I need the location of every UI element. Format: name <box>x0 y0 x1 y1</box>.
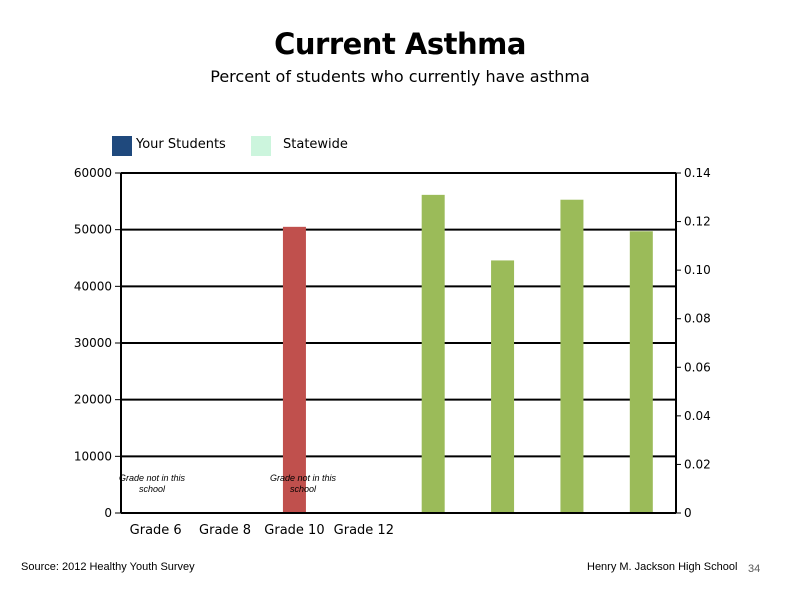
chart-subtitle: Percent of students who currently have a… <box>210 67 590 86</box>
bar-0 <box>282 226 306 514</box>
grade-10-note: Grade not in this school <box>269 473 337 494</box>
legend-label-statewide: Statewide <box>283 137 348 152</box>
chart-title: Current Asthma <box>274 27 526 61</box>
legend-label-your-students: Your Students <box>136 137 226 152</box>
y-left-tick-label-5: 50000 <box>74 223 112 237</box>
y-right-tick-label-6: 0.12 <box>684 215 711 229</box>
y-right-tick-label-2: 0.04 <box>684 409 711 423</box>
y-left-tick-label-0: 0 <box>104 506 112 520</box>
bar-4 <box>629 231 653 514</box>
x-tick-label-3: Grade 12 <box>334 523 394 538</box>
legend-swatch-your-students <box>112 136 132 156</box>
source-footnote: Source: 2012 Healthy Youth Survey <box>21 561 195 573</box>
y-left-tick-label-3: 30000 <box>74 336 112 350</box>
school-name: Henry M. Jackson High School <box>587 561 738 573</box>
y-left-tick-label-4: 40000 <box>74 279 112 293</box>
y-left-tick-label-1: 10000 <box>74 449 112 463</box>
y-right-tick-label-0: 0 <box>684 506 692 520</box>
y-right-tick-label-5: 0.10 <box>684 263 711 277</box>
y-right-tick-label-7: 0.14 <box>684 166 711 180</box>
x-tick-label-2: Grade 10 <box>264 523 324 538</box>
bar-1 <box>421 194 445 513</box>
page-number: 34 <box>748 563 761 575</box>
x-tick-label-1: Grade 8 <box>199 523 251 538</box>
x-tick-label-0: Grade 6 <box>130 523 182 538</box>
y-right-tick-label-3: 0.06 <box>684 360 711 374</box>
y-right-tick-label-1: 0.02 <box>684 457 711 471</box>
y-left-tick-label-2: 20000 <box>74 393 112 407</box>
bar-2 <box>491 260 515 513</box>
bar-3 <box>560 199 584 513</box>
y-right-tick-label-4: 0.08 <box>684 312 711 326</box>
y-left-tick-label-6: 60000 <box>74 166 112 180</box>
grade-6-note: Grade not in this school <box>118 473 186 494</box>
legend-swatch-statewide <box>251 136 271 156</box>
